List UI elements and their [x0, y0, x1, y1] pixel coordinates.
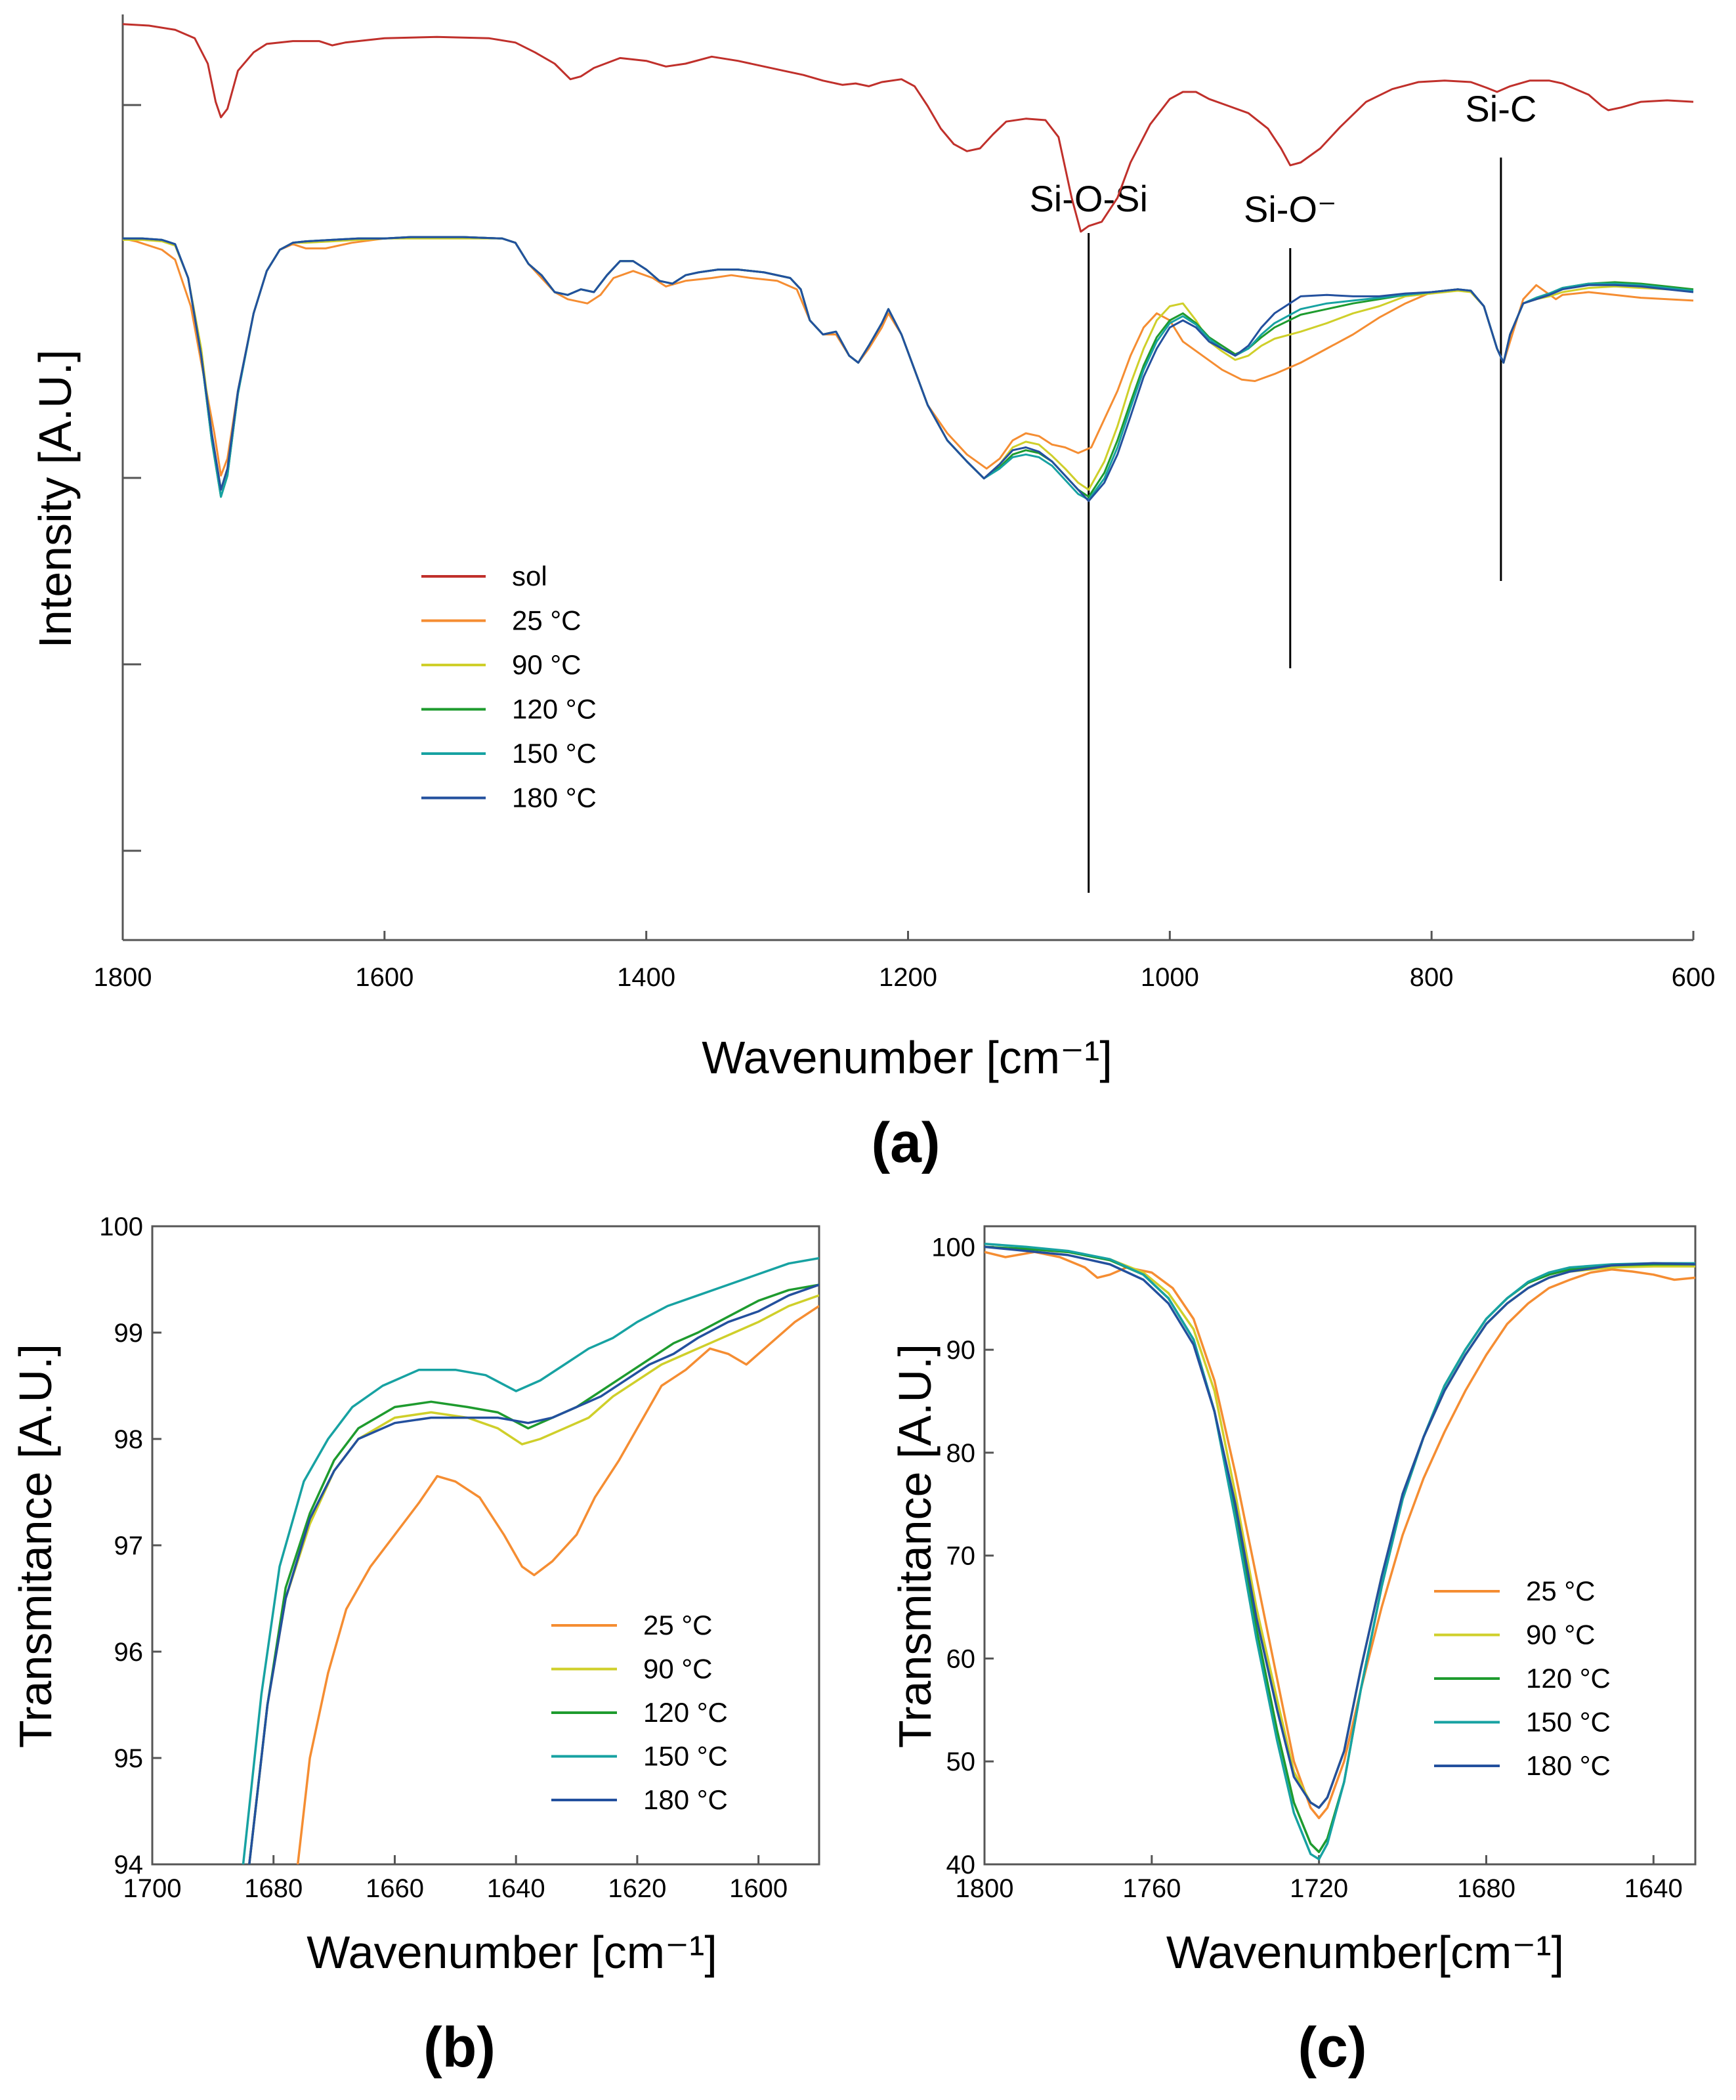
x-axis-label-a: Wavenumber [cm⁻¹] — [702, 1032, 1112, 1083]
annotation-label-si-c: Si-C — [1465, 88, 1536, 129]
x-tick-label-c: 1640 — [1624, 1874, 1683, 1903]
x-tick-label-a: 1200 — [879, 963, 937, 992]
legend-label-c-25-c: 25 °C — [1526, 1575, 1596, 1606]
legend-label-c-90-c: 90 °C — [1526, 1619, 1596, 1650]
panel-label-b: (b) — [423, 2016, 496, 2079]
legend-label-a-120-c: 120 °C — [512, 694, 597, 725]
plot-frame-c — [983, 1225, 1697, 1866]
series-b — [242, 1256, 819, 1864]
chart-b: 1700 1680 1660 1640 1620 1600 94 95 96 97 98 99 100… — [10, 1212, 820, 2079]
chart-a: 1800 1600 1400 1200 1000 800 600 Si-O-Si Si-O⁻S… — [30, 14, 1715, 1174]
legend-label-c-180-c: 180 °C — [1526, 1750, 1611, 1781]
x-tick-label-a: 1800 — [94, 963, 152, 992]
x-tick-label-b: 1660 — [366, 1874, 424, 1903]
series-line-b-25-c — [296, 1305, 819, 1864]
y-tick-label-b: 96 — [114, 1638, 144, 1667]
series-line-b-150-c — [242, 1256, 819, 1864]
legend-b: 25 °C 90 °C 120 °C 150 °C 180 °C — [551, 1610, 728, 1815]
annotation-label-si-o: Si-O⁻ — [1244, 188, 1337, 230]
x-ticks-b: 1700 1680 1660 1640 1620 1600 — [123, 1855, 788, 1903]
y-tick-label-c: 60 — [946, 1644, 976, 1673]
legend-label-b-90-c: 90 °C — [643, 1654, 713, 1684]
series-line-c-180-c — [984, 1245, 1695, 1809]
x-tick-label-a: 800 — [1410, 963, 1454, 992]
y-ticks-b: 94 95 96 97 98 99 100 — [99, 1212, 161, 1879]
legend-a: sol 25 °C 90 °C 120 °C 150 °C 180 °C — [421, 561, 597, 813]
y-tick-label-b: 100 — [99, 1212, 143, 1241]
y-axis-label-b: Transmitance [A.U.] — [10, 1344, 61, 1748]
legend-label-c-150-c: 150 °C — [1526, 1707, 1611, 1738]
x-tick-label-a: 1400 — [617, 963, 675, 992]
y-tick-label-c: 50 — [946, 1747, 976, 1776]
series-line-a-sol — [122, 23, 1694, 233]
x-tick-label-b: 1640 — [487, 1874, 545, 1903]
x-tick-label-c: 1760 — [1122, 1874, 1181, 1903]
peak-annotations: Si-O-Si Si-O⁻ Si-C — [1029, 88, 1536, 893]
legend-label-a-150-c: 150 °C — [512, 738, 597, 769]
series-line-c-150-c — [984, 1242, 1695, 1860]
annotation-label-si-o-si: Si-O-Si — [1029, 178, 1147, 219]
series-line-a-180-c — [123, 236, 1694, 502]
legend-label-b-150-c: 150 °C — [643, 1741, 728, 1772]
series-line-a-90-c — [123, 237, 1694, 491]
series-line-a-25-c — [122, 236, 1694, 477]
x-tick-label-a: 1000 — [1141, 963, 1199, 992]
legend-label-b-180-c: 180 °C — [643, 1784, 728, 1815]
y-tick-label-c: 90 — [946, 1336, 976, 1365]
x-axis-label-c: Wavenumber[cm⁻¹] — [1166, 1927, 1564, 1978]
legend-label-b-120-c: 120 °C — [643, 1697, 728, 1728]
legend-label-a-90-c: 90 °C — [512, 649, 582, 680]
y-tick-label-b: 97 — [114, 1532, 144, 1560]
series-line-b-120-c — [248, 1283, 819, 1864]
series-a — [122, 23, 1694, 502]
x-ticks-c: 1800 1760 1720 1680 1640 — [956, 1855, 1683, 1903]
y-axis-label-c: Transmitance [A.U.] — [889, 1344, 941, 1748]
y-tick-label-b: 95 — [114, 1744, 144, 1773]
y-tick-label-b: 99 — [114, 1319, 144, 1348]
series-line-a-150-c — [123, 236, 1694, 501]
x-tick-label-a: 1600 — [355, 963, 413, 992]
legend-label-c-120-c: 120 °C — [1526, 1663, 1611, 1694]
series-c — [984, 1242, 1695, 1860]
x-ticks-a: 1800 1600 1400 1200 1000 800 600 — [94, 931, 1716, 992]
y-ticks-a — [123, 104, 141, 852]
series-line-b-180-c — [248, 1283, 819, 1864]
y-tick-label-c: 100 — [931, 1233, 975, 1262]
y-tick-label-c: 40 — [946, 1851, 976, 1879]
legend-c: 25 °C 90 °C 120 °C 150 °C 180 °C — [1434, 1575, 1611, 1781]
x-tick-label-b: 1700 — [123, 1874, 182, 1903]
y-tick-label-c: 80 — [946, 1439, 976, 1468]
x-tick-label-c: 1680 — [1457, 1874, 1515, 1903]
panel-label-a: (a) — [871, 1111, 940, 1174]
legend-label-b-25-c: 25 °C — [643, 1610, 713, 1640]
y-tick-label-c: 70 — [946, 1542, 976, 1571]
series-line-c-25-c — [984, 1251, 1695, 1820]
x-tick-label-a: 600 — [1672, 963, 1716, 992]
legend-label-a-25-c: 25 °C — [512, 605, 582, 636]
x-tick-label-c: 1800 — [956, 1874, 1014, 1903]
series-line-a-120-c — [123, 236, 1694, 498]
panel-label-c: (c) — [1298, 2016, 1366, 2079]
y-axis-label-a: Intensity [A.U.] — [30, 349, 81, 648]
y-tick-label-b: 98 — [114, 1425, 144, 1454]
x-tick-label-b: 1680 — [244, 1874, 303, 1903]
chart-c: 1800 1760 1720 1680 1640 40 50 60 70 80 90 100 25 … — [889, 1225, 1697, 2079]
x-tick-label-b: 1620 — [608, 1874, 666, 1903]
x-tick-label-c: 1720 — [1290, 1874, 1348, 1903]
y-tick-label-b: 94 — [114, 1851, 144, 1879]
x-tick-label-b: 1600 — [729, 1874, 788, 1903]
x-axis-label-b: Wavenumber [cm⁻¹] — [307, 1927, 717, 1978]
series-line-b-90-c — [248, 1294, 819, 1864]
legend-label-a-180-c: 180 °C — [512, 782, 597, 813]
legend-label-a-sol: sol — [512, 561, 547, 591]
